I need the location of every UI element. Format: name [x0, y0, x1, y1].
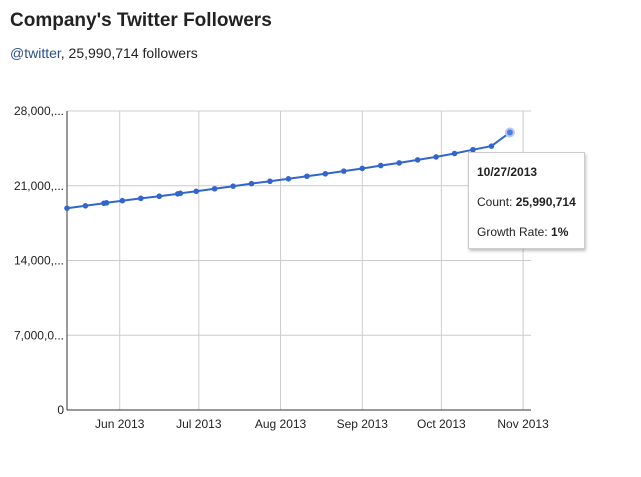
data-point — [451, 150, 458, 157]
tooltip-count: Count: 25,990,714 — [477, 195, 576, 209]
data-point — [488, 143, 495, 149]
data-point — [248, 180, 255, 187]
data-point — [341, 168, 347, 174]
data-point — [230, 183, 236, 189]
tooltip-count-label: Count: — [477, 195, 516, 209]
data-point — [285, 176, 292, 182]
tooltip-growth-label: Growth Rate: — [477, 225, 552, 239]
twitter-handle-link[interactable]: @twitter — [10, 45, 61, 61]
x-tick-label: Sep 2013 — [337, 417, 389, 431]
y-tick-label: 0 — [57, 403, 64, 417]
data-point — [211, 185, 218, 192]
x-tick-label: Nov 2013 — [497, 417, 549, 431]
data-point — [433, 154, 439, 160]
data-point — [103, 200, 110, 206]
data-point — [359, 165, 366, 172]
data-point — [377, 162, 384, 169]
data-point — [267, 178, 273, 185]
follower-summary: @twitter, 25,990,714 followers — [10, 45, 198, 61]
data-point — [414, 157, 421, 163]
x-tick-label: Oct 2013 — [417, 417, 466, 431]
x-tick-label: Jun 2013 — [95, 417, 145, 431]
y-tick-label: 14,000,... — [14, 254, 64, 268]
data-point — [470, 146, 476, 153]
tooltip-growth-rate: Growth Rate: 1% — [477, 225, 568, 239]
follower-count-text: , 25,990,714 followers — [60, 45, 198, 61]
data-point — [82, 203, 89, 209]
y-tick-label: 7,000,0... — [14, 328, 64, 342]
data-point — [64, 205, 70, 211]
highlighted-data-point — [504, 127, 515, 138]
y-tick-label: 21,000,... — [14, 179, 64, 193]
chart-title: Company's Twitter Followers — [10, 10, 272, 31]
x-tick-label: Aug 2013 — [255, 417, 307, 431]
x-tick-label: Jul 2013 — [176, 417, 222, 431]
data-point — [119, 197, 126, 204]
tooltip-growth-value: 1% — [551, 225, 569, 239]
data-point — [322, 170, 329, 177]
data-point — [396, 160, 402, 166]
tooltip-count-value: 25,990,714 — [515, 195, 576, 209]
y-tick-label: 28,000,... — [14, 104, 64, 118]
data-point — [138, 195, 144, 202]
data-point — [304, 173, 310, 180]
tooltip-date: 10/27/2013 — [477, 165, 538, 179]
data-point — [193, 188, 199, 195]
data-point-tooltip: 10/27/2013 Count: 25,990,714 Growth Rate… — [468, 152, 585, 249]
series-line — [66, 131, 511, 210]
data-point — [177, 190, 184, 197]
data-point — [156, 193, 163, 200]
